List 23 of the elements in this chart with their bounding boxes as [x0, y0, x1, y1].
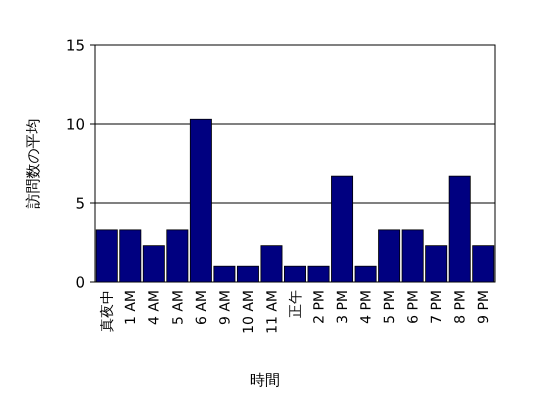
y-tick-label: 5	[75, 194, 85, 212]
x-tick-label: 5 AM	[170, 290, 186, 326]
x-tick-label: 4 AM	[146, 290, 163, 326]
x-tick-label: 7 PM	[429, 290, 446, 324]
x-tick-label: 正午	[288, 290, 304, 318]
x-tick-label: 2 PM	[311, 290, 328, 324]
x-tick-label: 9 AM	[217, 290, 234, 326]
y-tick-label: 10	[66, 115, 85, 134]
x-tick-label: 真夜中	[100, 290, 116, 332]
y-axis-title: 訪問数の平均	[24, 118, 42, 208]
x-tick-label: 6 PM	[406, 290, 422, 324]
x-tick-label: 5 PM	[382, 290, 398, 324]
x-tick-label: 4 PM	[358, 290, 374, 324]
x-tick-label: 6 AM	[194, 290, 210, 326]
x-tick-label: 11 AM	[264, 290, 280, 334]
x-tick-label: 9 PM	[476, 290, 492, 324]
x-tick-label: 10 AM	[240, 290, 257, 334]
y-tick-label: 15	[66, 36, 85, 54]
x-tick-label: 3 PM	[334, 290, 351, 324]
x-tick-label: 1 AM	[123, 290, 140, 326]
x-tick-label: 8 PM	[452, 290, 469, 324]
x-axis-title: 時間	[250, 371, 280, 389]
y-tick-label: 0	[75, 273, 85, 292]
